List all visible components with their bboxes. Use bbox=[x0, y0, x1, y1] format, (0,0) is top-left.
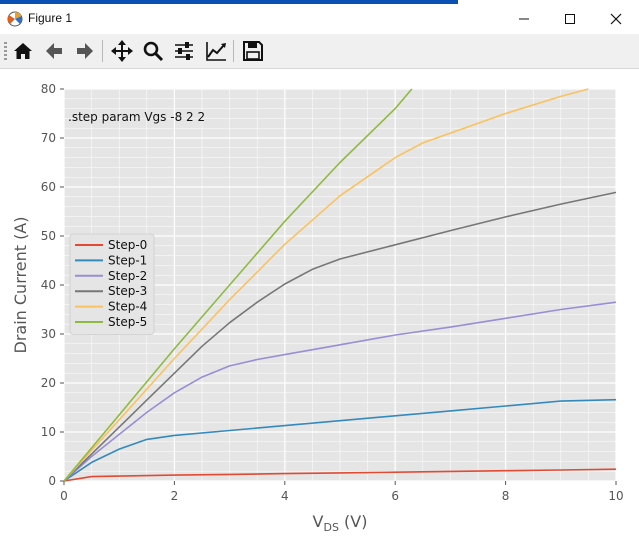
figure-canvas[interactable]: 0 2 4 6 8 10 0 10 20 30 40 50 60 70 80 .step param Vgs… bbox=[0, 69, 639, 547]
x-axis-label-main: V bbox=[313, 512, 324, 531]
x-tick-label: 8 bbox=[502, 489, 510, 503]
legend-label: Step-1 bbox=[108, 253, 147, 267]
drain-current-chart[interactable]: 0 2 4 6 8 10 0 10 20 30 40 50 60 70 80 .step param Vgs… bbox=[0, 69, 639, 547]
close-icon bbox=[610, 13, 622, 25]
arrow-right-icon bbox=[77, 43, 93, 59]
legend-box bbox=[69, 233, 155, 335]
toolbar-separator bbox=[102, 40, 103, 62]
save-button[interactable] bbox=[240, 38, 266, 64]
series-line-step-1[interactable] bbox=[63, 398, 617, 482]
floppy-disk-icon bbox=[243, 41, 263, 61]
y-tick-label: 40 bbox=[41, 278, 56, 292]
y-tick-label: 70 bbox=[41, 131, 56, 145]
back-button[interactable] bbox=[41, 38, 67, 64]
y-tick-label: 20 bbox=[41, 376, 56, 390]
matplotlib-icon bbox=[7, 11, 23, 27]
home-button[interactable] bbox=[10, 38, 36, 64]
edit-axis-button[interactable] bbox=[203, 38, 229, 64]
x-tick-label: 10 bbox=[608, 489, 623, 503]
series-line-step-2[interactable] bbox=[63, 301, 617, 482]
series-line-step-0[interactable] bbox=[63, 468, 617, 482]
x-tick-label: 0 bbox=[60, 489, 68, 503]
y-tick-label: 50 bbox=[41, 229, 56, 243]
zoom-button[interactable] bbox=[140, 38, 166, 64]
x-tick-label: 2 bbox=[171, 489, 179, 503]
forward-button[interactable] bbox=[72, 38, 98, 64]
series-line-step-3[interactable] bbox=[63, 191, 617, 482]
x-tick-label: 6 bbox=[391, 489, 399, 503]
active-window-strip bbox=[0, 0, 458, 4]
minimize-button[interactable] bbox=[501, 4, 547, 34]
legend-label: Step-0 bbox=[108, 238, 147, 252]
y-tick-label: 60 bbox=[41, 180, 56, 194]
pan-button[interactable] bbox=[109, 38, 135, 64]
line-chart-icon bbox=[206, 42, 226, 61]
legend-label: Step-3 bbox=[108, 284, 147, 298]
legend-label: Step-4 bbox=[108, 300, 147, 314]
toolbar-separator bbox=[233, 40, 234, 62]
arrow-left-icon bbox=[46, 43, 62, 59]
y-tick-label: 0 bbox=[48, 474, 56, 488]
sliders-icon bbox=[175, 42, 193, 60]
y-tick-label: 30 bbox=[41, 327, 56, 341]
maximize-icon bbox=[565, 14, 575, 24]
close-button[interactable] bbox=[593, 4, 639, 34]
maximize-button[interactable] bbox=[547, 4, 593, 34]
grid-lines bbox=[63, 88, 617, 482]
magnifier-icon bbox=[143, 41, 164, 62]
y-tick-label: 10 bbox=[41, 425, 56, 439]
legend-label: Step-5 bbox=[108, 315, 147, 329]
toolbar-grip[interactable] bbox=[4, 42, 7, 62]
x-axis-label: VDS (V) bbox=[313, 512, 368, 534]
axis-ticks: 0 2 4 6 8 10 0 10 20 30 40 50 60 70 80 bbox=[41, 82, 624, 503]
x-tick-label: 4 bbox=[281, 489, 289, 503]
series-line-step-5[interactable] bbox=[63, 88, 413, 482]
series-line-step-4[interactable] bbox=[63, 88, 589, 482]
navigation-toolbar bbox=[0, 34, 639, 69]
minimize-icon bbox=[519, 18, 529, 20]
home-icon bbox=[14, 43, 32, 59]
taskbar-strip bbox=[0, 0, 639, 4]
step-annotation: .step param Vgs -8 2 2 bbox=[68, 110, 205, 124]
y-tick-label: 80 bbox=[41, 82, 56, 96]
move-arrows-icon bbox=[111, 40, 133, 62]
x-axis-label-subscript: DS bbox=[323, 521, 338, 534]
y-axis-label: Drain Current (A) bbox=[11, 217, 30, 354]
window-title: Figure 1 bbox=[28, 11, 73, 25]
configure-subplots-button[interactable] bbox=[171, 38, 197, 64]
legend-label: Step-2 bbox=[108, 269, 147, 283]
series-group bbox=[63, 88, 617, 482]
title-bar: Figure 1 bbox=[0, 4, 639, 34]
x-axis-label-unit: (V) bbox=[339, 512, 368, 531]
